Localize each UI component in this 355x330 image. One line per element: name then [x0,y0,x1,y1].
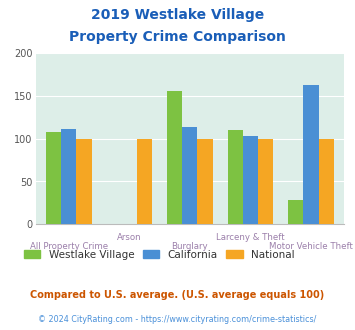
Text: © 2024 CityRating.com - https://www.cityrating.com/crime-statistics/: © 2024 CityRating.com - https://www.city… [38,315,317,324]
Text: Compared to U.S. average. (U.S. average equals 100): Compared to U.S. average. (U.S. average … [31,290,324,300]
Bar [76,139,92,224]
Legend: Westlake Village, California, National: Westlake Village, California, National [20,246,299,264]
Text: All Property Crime: All Property Crime [30,242,108,250]
Text: Arson: Arson [117,233,142,242]
Bar [137,139,152,224]
Bar [167,91,182,224]
Bar [197,139,213,224]
Bar [61,129,76,224]
Bar [243,136,258,224]
Text: Burglary: Burglary [171,242,208,250]
Bar [319,139,334,224]
Bar [258,139,273,224]
Bar [182,127,197,224]
Text: Property Crime Comparison: Property Crime Comparison [69,30,286,44]
Bar [46,132,61,224]
Bar [304,84,319,224]
Bar [288,200,304,224]
Bar [228,130,243,224]
Text: Larceny & Theft: Larceny & Theft [216,233,285,242]
Text: 2019 Westlake Village: 2019 Westlake Village [91,8,264,22]
Text: Motor Vehicle Theft: Motor Vehicle Theft [269,242,353,250]
